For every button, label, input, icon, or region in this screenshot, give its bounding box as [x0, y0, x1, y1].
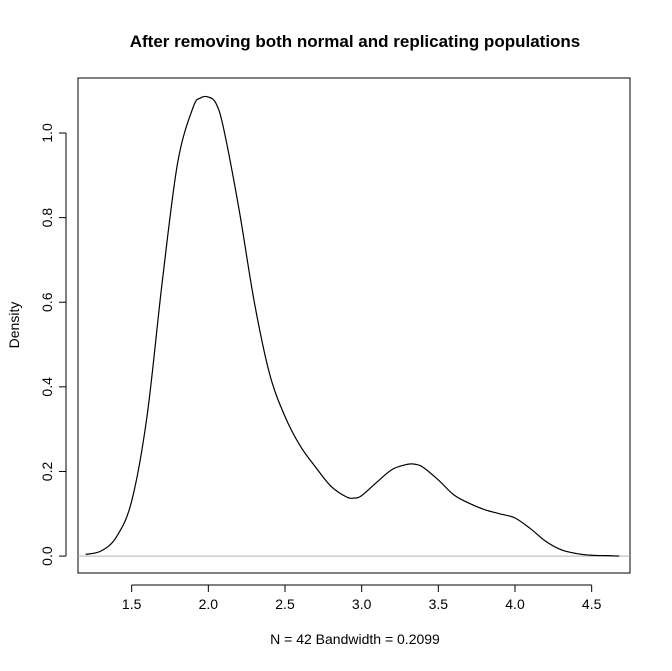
- y-tick-label: 0.0: [39, 546, 55, 566]
- x-tick-label: 3.5: [429, 596, 449, 612]
- x-tick-label: 3.0: [352, 596, 372, 612]
- y-tick-label: 0.6: [39, 292, 55, 312]
- density-curve: [85, 95, 620, 557]
- y-axis: 0.0 0.2 0.4 0.6 0.8 1.0: [39, 123, 67, 566]
- y-tick-label: 1.0: [39, 123, 55, 143]
- x-tick-label: 2.0: [199, 596, 219, 612]
- plot-frame: [77, 77, 631, 574]
- y-tick-label: 0.4: [39, 377, 55, 397]
- y-axis-label: Density: [6, 302, 22, 349]
- x-tick-label: 2.5: [275, 596, 295, 612]
- y-tick-label: 0.2: [39, 462, 55, 482]
- x-tick-label: 4.0: [505, 596, 525, 612]
- chart-title: After removing both normal and replicati…: [130, 32, 581, 51]
- x-tick-label: 4.5: [582, 596, 602, 612]
- x-axis: 1.5 2.0 2.5 3.0 3.5 4.0 4.5: [122, 584, 602, 612]
- x-tick-label: 1.5: [122, 596, 142, 612]
- x-axis-label: N = 42 Bandwidth = 0.2099: [270, 631, 440, 647]
- y-tick-label: 0.8: [39, 208, 55, 228]
